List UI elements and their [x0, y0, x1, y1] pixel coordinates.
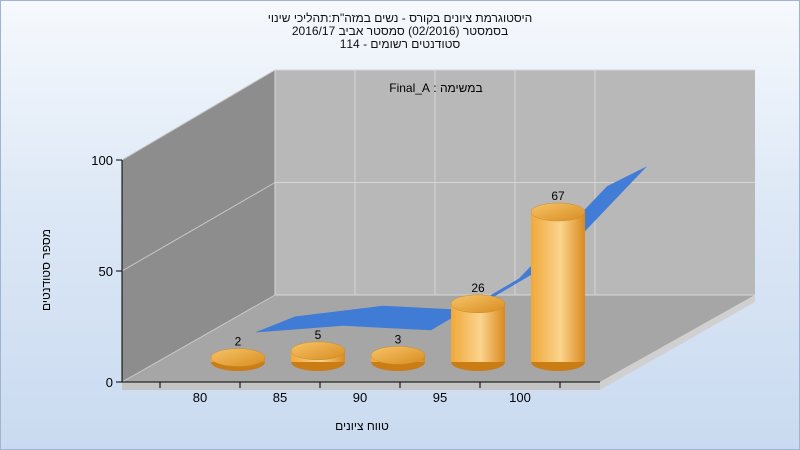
annotation-label: במשימה : Final_A: [389, 81, 482, 95]
x-tick-label: 80: [193, 390, 207, 405]
side-wall: [122, 70, 275, 382]
chart-title-line-3: סטודנטים רשומים - 114: [339, 37, 461, 51]
bar: [530, 202, 586, 371]
bar-body: [531, 212, 585, 362]
labels: 0 50 100 80 85 90 95 100 2 5 3 26 67: [91, 153, 565, 405]
bar: [290, 341, 346, 371]
side-gridline: [121, 294, 276, 383]
side-gridline: [121, 182, 276, 272]
bar-body: [451, 303, 505, 362]
y-tick-label: 50: [99, 264, 113, 279]
x-tick-label: 100: [509, 390, 531, 405]
bar-value-label: 5: [315, 328, 322, 342]
axes: [116, 159, 600, 388]
bar-value-label: 2: [235, 335, 242, 349]
bar: [450, 294, 506, 371]
bars: [210, 202, 586, 371]
x-tick-label: 85: [273, 390, 287, 405]
x-tick-label: 90: [353, 390, 367, 405]
bar: [370, 346, 426, 371]
bar-cap: [450, 294, 506, 314]
bar-value-label: 3: [395, 332, 402, 346]
y-tick-label: 100: [91, 153, 113, 168]
side-gridline: [121, 69, 276, 161]
chart-title-line-1: היסטוגרמת ציונים בקורס - נשים במזה"ת:תהל…: [267, 11, 533, 25]
floor-front-rim: [122, 382, 600, 390]
bar-cap: [530, 202, 586, 222]
bar: [210, 348, 266, 371]
x-tick-label: 95: [433, 390, 447, 405]
floor: [122, 295, 755, 382]
bar-cap: [290, 341, 346, 361]
y-tick-label: 0: [106, 375, 113, 390]
gridlines: [121, 69, 755, 383]
bar-cap: [370, 346, 426, 365]
bar-value-label: 67: [551, 189, 565, 203]
y-axis-title: מספר סטודנטים: [39, 229, 53, 311]
floor-rim: [600, 295, 755, 390]
bar-cap: [210, 348, 266, 367]
chart-title-line-2: בסמסטר (02/2016) סמסטר אביב 2016/17: [291, 24, 509, 38]
bar-value-label: 26: [471, 281, 485, 295]
x-axis-title: טווח ציונים: [335, 419, 389, 433]
